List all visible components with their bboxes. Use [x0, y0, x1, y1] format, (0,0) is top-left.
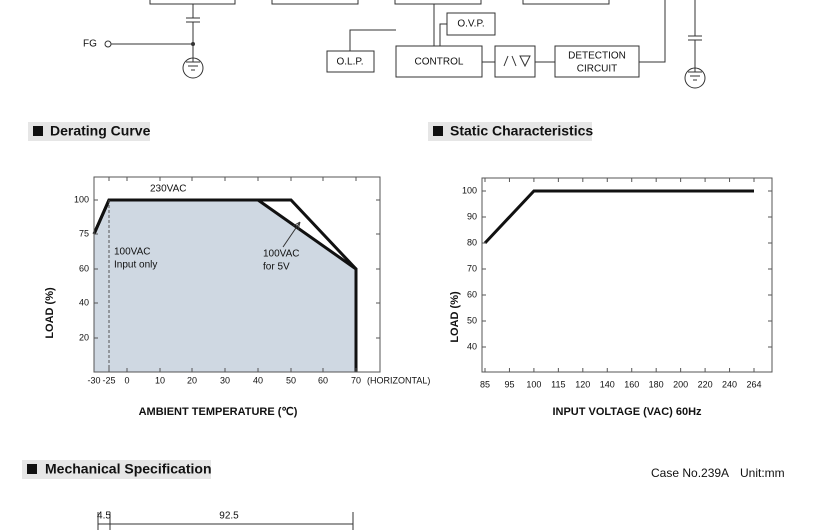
bullet	[27, 464, 37, 474]
label: CONTROL	[415, 57, 464, 68]
x-tick-label: 50	[286, 375, 296, 385]
x-tick-label: 264	[746, 379, 761, 389]
block	[149, 0, 236, 5]
series-line	[92, 198, 358, 372]
x-tick-label: -30	[87, 375, 100, 385]
heading: Derating Curve	[50, 123, 151, 139]
y-tick-label: 40	[467, 341, 477, 351]
junction	[191, 42, 195, 46]
x-tick-label: 160	[624, 379, 639, 389]
label: O.V.P.	[457, 19, 484, 30]
annotation: for 5V	[263, 262, 290, 273]
heading-bg	[428, 122, 592, 141]
annotation-arrow	[282, 221, 301, 248]
x-tick-label: 10	[155, 375, 165, 385]
chart: -30 -25 0 10 20 30 40 50 60 70 20 40 60 75 100 AMBIENT …	[44, 176, 430, 418]
x-tick-label: 20	[187, 375, 197, 385]
axis-note: (HORIZONTAL)	[367, 375, 430, 385]
annotation: 100VAC	[114, 247, 151, 258]
heading: Mechanical Specification	[45, 461, 212, 477]
y-tick-label: 70	[467, 263, 477, 273]
plot-frame	[481, 177, 773, 373]
series-line	[483, 189, 754, 245]
y-tick-label: 40	[79, 297, 89, 307]
dimension: 92.5	[219, 511, 239, 522]
area	[94, 200, 356, 372]
y-axis-label: LOAD (%)	[44, 287, 56, 339]
x-tick-label: 140	[600, 379, 615, 389]
x-tick-label: 95	[504, 379, 514, 389]
chart: 85 95 100 115 120 140 160 180 200 220 240 264 40 50 60…	[449, 177, 773, 418]
y-tick-label: 80	[467, 237, 477, 247]
y-tick-label: 100	[74, 194, 89, 204]
dimension-line	[97, 512, 354, 530]
ground	[684, 67, 706, 89]
series-label: 230VAC	[150, 184, 187, 195]
x-tick-label: 120	[575, 379, 590, 389]
x-tick-label: 180	[649, 379, 664, 389]
x-tick-label: 70	[351, 375, 361, 385]
unit: Unit:mm	[740, 466, 785, 480]
dimension: 4.5	[97, 511, 111, 522]
x-tick-label: 200	[673, 379, 688, 389]
x-tick-label: 115	[551, 379, 565, 389]
plot-frame	[93, 176, 381, 373]
wire	[349, 0, 702, 81]
bullet	[433, 126, 443, 136]
y-tick-label: 60	[467, 289, 477, 299]
x-tick-label: 0	[124, 375, 129, 385]
annotation: Input only	[114, 260, 157, 271]
x-tick-label: 100	[526, 379, 541, 389]
heading-bg	[28, 122, 150, 141]
annotation: 100VAC	[263, 249, 300, 260]
bullet	[33, 126, 43, 136]
block	[522, 0, 610, 5]
label: O.L.P.	[336, 57, 363, 68]
x-tick-label: 85	[480, 379, 490, 389]
x-tick-label: 40	[253, 375, 263, 385]
label: CIRCUIT	[577, 64, 618, 75]
y-tick-label: 100	[462, 185, 477, 195]
y-tick-label: 90	[467, 211, 477, 221]
x-tick-label: 240	[722, 379, 737, 389]
y-tick-label: 60	[79, 263, 89, 273]
terminal	[104, 40, 112, 48]
y-tick-label: 50	[467, 315, 477, 325]
label: FG	[83, 39, 97, 50]
y-tick-label: 20	[79, 332, 89, 342]
optocoupler	[494, 45, 536, 78]
x-tick-label: -25	[102, 375, 115, 385]
x-axis-label: INPUT VOLTAGE (VAC) 60Hz	[552, 406, 702, 418]
label: DETECTION	[568, 51, 626, 62]
block	[271, 0, 359, 5]
y-tick-label: 75	[79, 228, 89, 238]
y-axis-label: LOAD (%)	[449, 291, 461, 343]
heading: Static Characteristics	[450, 123, 593, 139]
ground	[182, 57, 204, 79]
x-tick-label: 60	[318, 375, 328, 385]
block-diagram: FG O.V.P. O.L.P. CONTROL DETECTION CIRCU…	[83, 0, 706, 89]
block	[394, 0, 482, 5]
heading-bg	[22, 460, 211, 479]
x-tick-label: 220	[698, 379, 713, 389]
case-number: Case No.239A	[651, 466, 729, 480]
x-axis-label: AMBIENT TEMPERATURE (℃)	[139, 406, 298, 418]
x-tick-label: 30	[220, 375, 230, 385]
